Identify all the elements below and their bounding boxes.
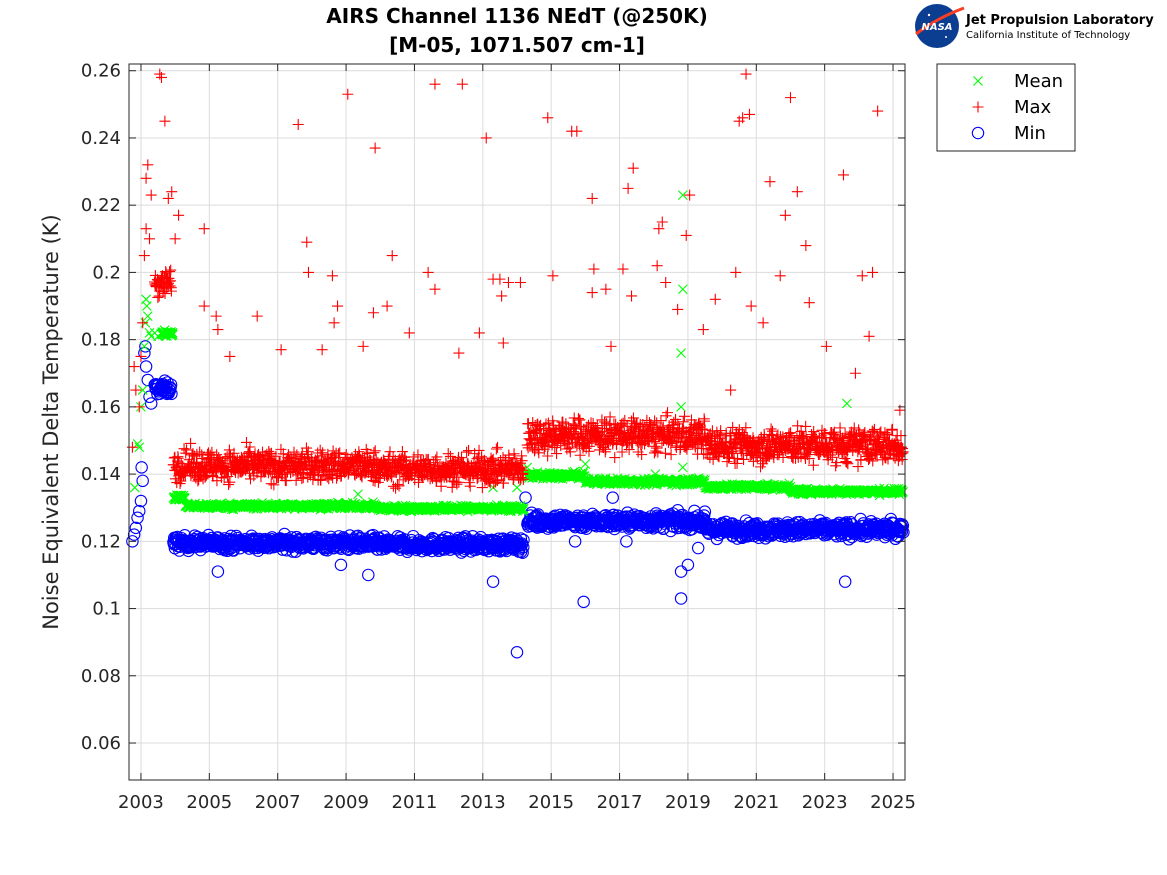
min-point — [681, 558, 695, 572]
min-point — [211, 565, 225, 578]
min-point — [674, 565, 688, 578]
mean-point — [167, 327, 178, 338]
min-point — [136, 474, 149, 488]
min-point — [216, 533, 230, 547]
min-point — [516, 540, 530, 554]
plot-area — [129, 64, 905, 780]
min-point — [138, 346, 151, 360]
grid — [129, 64, 905, 780]
min-point — [334, 558, 348, 572]
min-point — [606, 491, 619, 504]
mean-point — [167, 329, 178, 340]
min-point — [127, 528, 141, 541]
data-markers — [126, 68, 910, 659]
min-point — [139, 340, 152, 353]
min-point — [164, 378, 178, 391]
min-point — [896, 519, 910, 532]
min-point — [514, 532, 528, 545]
min-point — [362, 568, 375, 582]
min-point — [519, 491, 532, 504]
min-point — [126, 535, 139, 548]
min-point — [517, 533, 530, 547]
min-point — [143, 390, 156, 404]
min-point — [510, 646, 524, 659]
min-point — [897, 526, 910, 539]
min-point — [131, 511, 144, 525]
min-point — [787, 529, 800, 543]
min-point — [135, 461, 148, 474]
min-point — [134, 494, 148, 508]
series-min — [126, 340, 910, 659]
min-point — [144, 397, 158, 410]
mean-point — [178, 490, 189, 501]
min-point — [141, 373, 155, 387]
min-point — [895, 525, 909, 538]
min-point — [129, 521, 143, 535]
min-point — [577, 595, 590, 609]
min-point — [620, 535, 633, 548]
min-point — [516, 546, 529, 559]
min-point — [691, 541, 705, 555]
min-point — [133, 504, 146, 518]
min-point — [674, 592, 688, 605]
min-point — [568, 535, 582, 548]
min-point — [838, 575, 852, 588]
min-point — [486, 575, 500, 588]
min-point — [139, 360, 153, 373]
min-point — [165, 387, 178, 401]
series-mean — [129, 190, 909, 517]
